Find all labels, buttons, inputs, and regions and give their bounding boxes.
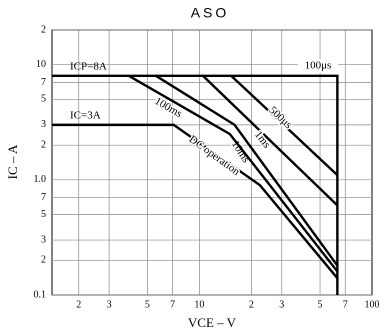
series-label: 500μs	[266, 104, 294, 131]
series-line	[52, 123, 339, 279]
y-tick-label: 2	[41, 255, 46, 266]
x-axis-label: VCE – V	[188, 315, 237, 330]
annotation: ICP=8A	[70, 60, 107, 72]
y-tick-label: 7	[41, 192, 46, 203]
series-line	[128, 74, 339, 273]
x-tick-label: 7	[170, 299, 175, 310]
x-tick-label: 2	[249, 299, 254, 310]
x-tick-label: 5	[318, 299, 323, 310]
series-label: 100μs	[305, 60, 332, 72]
y-tick-label: 3	[41, 119, 46, 130]
x-tick-label: 100	[365, 299, 380, 310]
series-line	[155, 74, 339, 267]
y-tick-label: 1.0	[34, 174, 47, 185]
y-tick-label: 10	[36, 59, 46, 70]
series-line	[230, 74, 339, 176]
x-tick-label: 2	[76, 299, 81, 310]
series-line	[52, 74, 339, 295]
y-tick-label: 0.1	[34, 289, 47, 300]
x-tick-label: 10	[194, 299, 204, 310]
label-bg	[298, 59, 338, 73]
y-tick-label: 7	[41, 77, 46, 88]
y-axis-label: IC – A	[5, 144, 20, 179]
y-tick-label: 2	[41, 24, 46, 35]
y-tick-label: 5	[41, 209, 46, 220]
x-tick-label: 7	[343, 299, 348, 310]
x-tick-label: 3	[279, 299, 284, 310]
series-line	[202, 74, 339, 207]
chart-title: ASO	[191, 5, 230, 21]
y-tick-label: 3	[41, 234, 46, 245]
x-tick-label: 5	[145, 299, 150, 310]
series-label: 1ms	[252, 129, 273, 151]
y-tick-label: 2	[41, 139, 46, 150]
x-tick-label: 3	[107, 299, 112, 310]
y-tick-label: 5	[41, 94, 46, 105]
annotation: IC=3A	[70, 109, 101, 121]
